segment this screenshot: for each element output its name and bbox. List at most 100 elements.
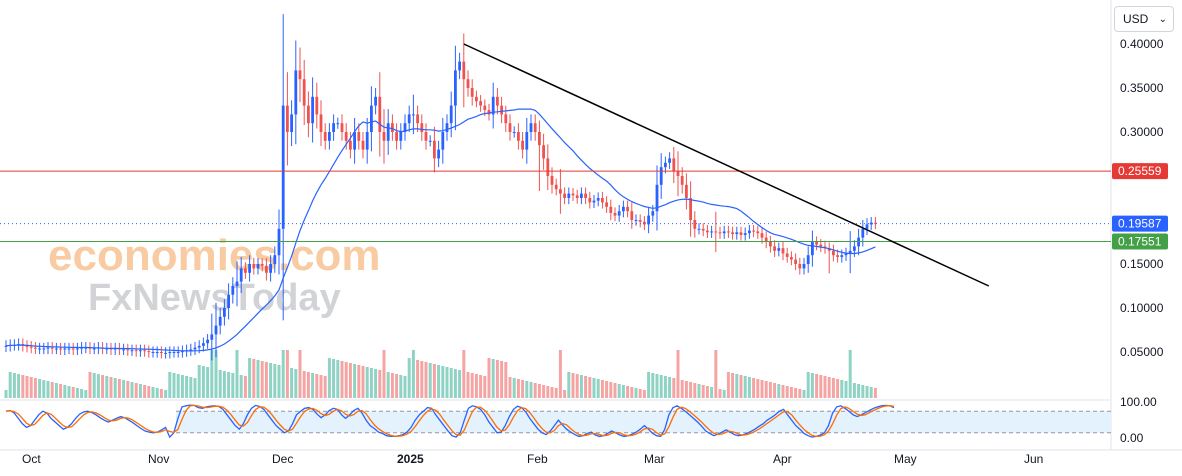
candle-body	[567, 193, 571, 198]
volume-bar	[357, 365, 361, 398]
candle-body	[382, 132, 386, 141]
candle-body	[353, 132, 356, 150]
candle-body	[164, 352, 167, 354]
candle-body	[357, 132, 361, 141]
candle-body	[500, 105, 503, 115]
candle-body	[777, 248, 781, 251]
volume-bar	[827, 377, 831, 398]
volume-bar	[873, 388, 877, 398]
candle-body	[433, 140, 436, 159]
candle-body	[155, 352, 159, 353]
volume-bar	[332, 359, 336, 398]
candle-body	[235, 281, 239, 286]
candle-body	[176, 352, 180, 353]
volume-bar	[218, 370, 222, 398]
candlesticks	[4, 14, 877, 361]
candle-body	[609, 206, 613, 213]
volume-bar	[185, 376, 189, 398]
volume-bar	[500, 361, 504, 398]
candle-body	[512, 132, 516, 133]
volume-bar	[130, 382, 134, 398]
volume-bar	[798, 389, 802, 398]
volume-bar	[697, 384, 701, 398]
candle-body	[428, 140, 432, 142]
volume-bar	[252, 359, 256, 398]
resistance-price-label: 0.25559	[1112, 163, 1168, 180]
candle-body	[475, 96, 478, 102]
volume-bar	[63, 385, 67, 398]
volume-bar	[600, 380, 604, 398]
candle-body	[706, 230, 709, 233]
candle-body	[517, 132, 520, 141]
volume-bar	[701, 385, 705, 398]
volume-bar	[642, 390, 646, 398]
volume-bar	[714, 350, 718, 398]
candle-body	[281, 105, 285, 229]
volume-bar	[760, 380, 764, 398]
volume-bar	[101, 375, 105, 398]
candle-body	[617, 211, 621, 216]
volume-bar	[348, 363, 352, 398]
chevron-down-icon: ⌄	[1158, 13, 1167, 25]
volume-bar	[479, 375, 483, 398]
candle-body	[538, 132, 541, 146]
volume-bar	[126, 381, 130, 398]
candle-body	[340, 123, 344, 132]
current-label-text: 0.19587	[1118, 217, 1162, 231]
candle-body	[63, 348, 67, 350]
volume-bar	[777, 384, 781, 398]
volume-bar	[59, 384, 63, 398]
y-axis: 0.40000 0.35000 0.30000 0.15000 0.10000 0.050…	[1120, 37, 1164, 359]
candle-body	[769, 242, 772, 247]
candle-body	[785, 253, 789, 257]
descending-trendline[interactable]	[463, 43, 990, 287]
candle-body	[525, 132, 529, 150]
candle-body	[298, 70, 302, 80]
volume-bar	[810, 373, 814, 398]
candle-body	[449, 105, 453, 124]
candle-body	[508, 123, 512, 132]
candle-body	[193, 347, 197, 350]
candle-body	[794, 259, 797, 264]
volume-bar	[508, 377, 512, 398]
volume-bar	[546, 386, 550, 398]
volume-bar	[710, 387, 714, 398]
candle-body	[832, 250, 835, 256]
volume-bar	[105, 376, 109, 398]
candle-body	[647, 215, 650, 225]
candle-body	[172, 352, 176, 353]
candle-body	[105, 348, 109, 350]
candle-body	[122, 349, 125, 351]
volume-bar	[281, 350, 285, 398]
volume-bar	[529, 382, 533, 398]
candle-body	[806, 255, 810, 264]
candle-body	[470, 88, 474, 97]
volume-bar	[521, 380, 525, 398]
candle-body	[735, 232, 739, 235]
candle-body	[420, 123, 424, 132]
volume-bar	[17, 374, 21, 398]
volume-bar	[634, 388, 638, 398]
candle-body	[563, 193, 566, 198]
volume-bar	[731, 373, 735, 398]
volume-bar	[718, 389, 722, 398]
volume-bar	[613, 383, 617, 398]
candle-body	[416, 114, 419, 124]
volume-bar	[197, 365, 201, 398]
candle-body	[739, 232, 743, 235]
volume-bar	[109, 377, 113, 398]
candle-body	[630, 211, 634, 220]
candle-body	[130, 350, 134, 352]
volume-bar	[42, 380, 46, 398]
currency-selector[interactable]: USD ⌄	[1114, 6, 1174, 32]
y-tick-label: 0.15000	[1120, 257, 1164, 271]
volume-bar	[80, 389, 84, 398]
volume-bar	[239, 375, 243, 398]
candle-body	[731, 232, 734, 235]
candle-body	[445, 123, 449, 132]
candle-body	[441, 132, 445, 150]
volume-bars	[4, 350, 877, 398]
y-tick-label: 0.05000	[1120, 345, 1164, 359]
candle-body	[202, 343, 205, 346]
